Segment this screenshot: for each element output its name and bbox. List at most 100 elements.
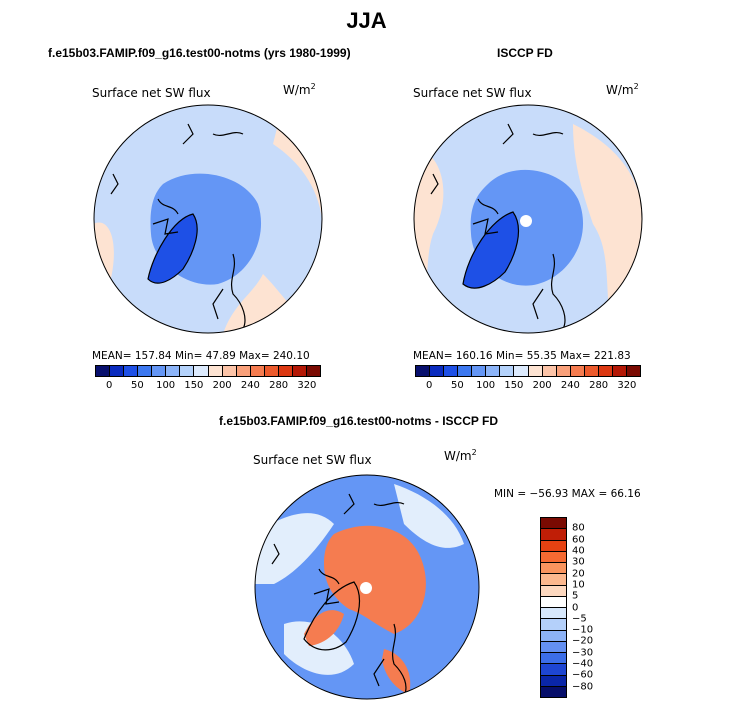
colorbar-swatch [626,366,640,376]
colorbar-swatch [236,366,251,376]
map-warm-anomaly [304,610,344,646]
map-pale-region [284,621,354,675]
map-coastline [430,123,566,330]
colorbar-tick-label: −10 [572,624,594,636]
panel-1-colorbar [95,365,321,377]
colorbar-swatch [222,366,237,376]
colorbar-tick-label: 50 [451,380,464,391]
map-coastline [110,123,246,330]
panel-3-colorbar-ticks: 80 60 40 30 20 10 5 0 −5 −10 −20 −30 −40 −60 −80 [572,517,612,698]
colorbar-swatch [541,608,566,620]
colorbar-swatch [416,366,431,376]
colorbar-swatch [541,619,566,631]
colorbar-tick-label: 10 [572,579,585,591]
colorbar-tick-label: −40 [572,658,594,670]
colorbar-swatch [264,366,279,376]
panel-3-colorbar [540,517,567,698]
colorbar-tick-label: 240 [240,380,260,391]
colorbar-swatch [598,366,613,376]
colorbar-swatch [124,366,139,376]
map-pale-region [255,513,334,584]
colorbar-tick-label: −80 [572,681,594,693]
colorbar-swatch [166,366,181,376]
panel-2-title: ISCCP FD [497,46,553,60]
panel-1-unit-label: W/m2 [283,82,316,97]
colorbar-swatch [500,366,515,376]
map-coastline [271,493,407,697]
panel-2-colorbar [415,365,641,377]
colorbar-swatch [541,641,566,653]
colorbar-swatch [541,585,566,597]
map-pale-region [394,484,464,548]
colorbar-swatch [180,366,195,376]
panel-1-variable-label: Surface net SW flux [92,86,211,100]
colorbar-swatch [444,366,459,376]
colorbar-swatch [584,366,599,376]
panel-1-title: f.e15b03.FAMIP.f09_g16.test00-notms (yrs… [48,46,351,60]
colorbar-swatch [250,366,265,376]
colorbar-swatch [96,366,111,376]
colorbar-tick-label: 60 [572,534,585,546]
colorbar-swatch [541,540,566,552]
colorbar-tick-label: −20 [572,635,594,647]
pole-hole [360,582,372,594]
colorbar-swatch [541,596,566,608]
colorbar-tick-label: 0 [105,380,113,391]
colorbar-swatch [556,366,571,376]
colorbar-swatch [472,366,487,376]
colorbar-tick-label: 320 [617,380,637,391]
colorbar-swatch [570,366,585,376]
colorbar-tick-label: 200 [212,380,232,391]
colorbar-tick-label: 280 [269,380,289,391]
panel-1-polar-map [93,104,323,334]
colorbar-tick-label: 30 [572,556,585,568]
colorbar-tick-label: 0 [572,602,579,613]
colorbar-swatch [541,529,566,541]
colorbar-tick-label: 20 [572,568,585,580]
panel-2-stats: MEAN= 160.16 Min= 55.35 Max= 221.83 [413,350,631,362]
colorbar-swatch [486,366,501,376]
colorbar-swatch [528,366,543,376]
colorbar-swatch [458,366,473,376]
pole-hole [520,215,532,227]
colorbar-swatch [541,551,566,563]
colorbar-swatch [541,664,566,676]
map-warm-anomaly [324,525,426,634]
colorbar-tick-label: 150 [504,380,524,391]
colorbar-swatch [541,630,566,642]
colorbar-swatch [541,686,566,697]
colorbar-swatch [208,366,223,376]
colorbar-tick-label: 280 [589,380,609,391]
colorbar-tick-label: 100 [476,380,496,391]
colorbar-swatch [138,366,153,376]
colorbar-swatch [612,366,627,376]
colorbar-swatch [430,366,445,376]
colorbar-tick-label: 50 [131,380,144,391]
panel-2-polar-map [413,104,643,334]
colorbar-swatch [542,366,557,376]
figure-title: JJA [346,8,387,33]
colorbar-tick-label: −30 [572,647,594,659]
colorbar-swatch [306,366,320,376]
colorbar-swatch [541,574,566,586]
colorbar-swatch [194,366,209,376]
colorbar-tick-label: 0 [425,380,433,391]
colorbar-tick-label: −60 [572,669,594,681]
panel-3-unit-label: W/m2 [444,448,477,463]
panel-2-variable-label: Surface net SW flux [413,86,532,100]
panel-1-colorbar-ticks: 0 50 100 150 200 240 280 320 [95,380,321,394]
map-greenland-region [463,212,519,289]
colorbar-tick-label: 40 [572,545,585,557]
colorbar-swatch [292,366,307,376]
colorbar-swatch [278,366,293,376]
panel-3-stats: MIN = −56.93 MAX = 66.16 [494,488,641,500]
panel-3-variable-label: Surface net SW flux [253,453,372,467]
colorbar-tick-label: 200 [532,380,552,391]
colorbar-swatch [541,675,566,687]
colorbar-tick-label: 240 [560,380,580,391]
colorbar-tick-label: 5 [572,590,579,602]
colorbar-tick-label: 80 [572,522,585,534]
colorbar-swatch [514,366,529,376]
colorbar-swatch [541,563,566,575]
panel-1-stats: MEAN= 157.84 Min= 47.89 Max= 240.10 [92,350,310,362]
